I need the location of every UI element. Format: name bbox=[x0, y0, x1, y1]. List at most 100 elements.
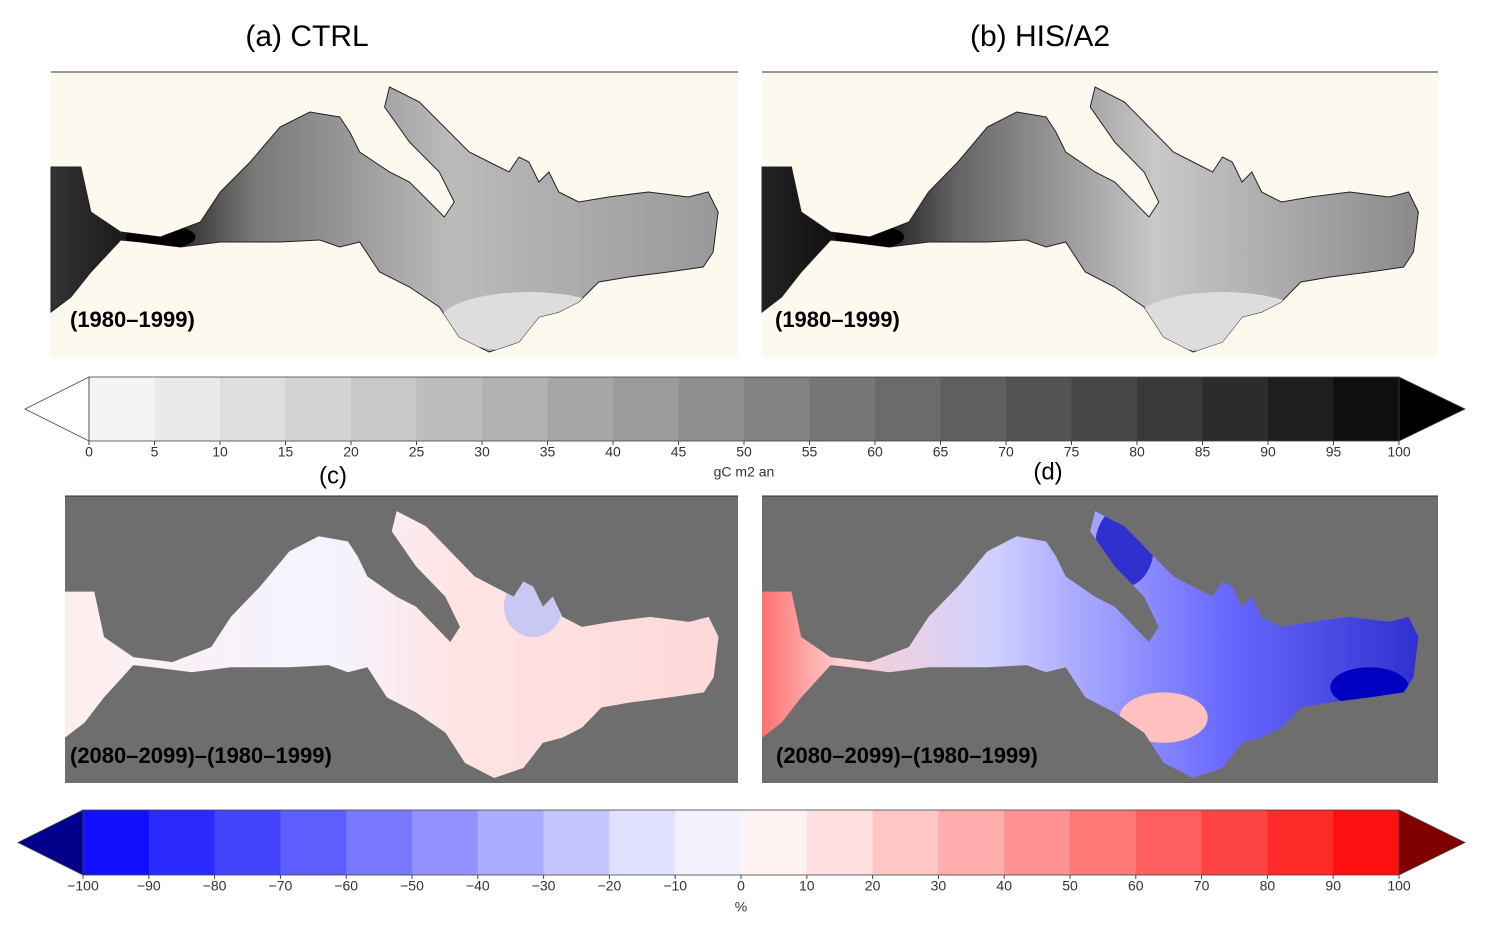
colorbar-tick-label: 65 bbox=[933, 444, 949, 460]
colorbar-tick-label: −80 bbox=[203, 878, 227, 894]
panel-title: (b) HIS/A2 bbox=[970, 20, 1110, 53]
colorbar-tick-label: 30 bbox=[474, 444, 490, 460]
colorbar-tick-label: 40 bbox=[605, 444, 621, 460]
colorbar-tick-label: 60 bbox=[1128, 878, 1144, 894]
colorbar-segment bbox=[678, 377, 745, 441]
colorbar-segment bbox=[1333, 810, 1400, 875]
colorbar-tick-label: 25 bbox=[409, 444, 425, 460]
colorbar-segment bbox=[1004, 810, 1071, 875]
colorbar-tick-label: 90 bbox=[1325, 878, 1341, 894]
panel-title: (a) CTRL bbox=[245, 20, 368, 53]
colorbar-tick-label: −100 bbox=[67, 878, 99, 894]
colorbar-segment bbox=[744, 377, 810, 441]
period-label: (2080–2099)–(1980–1999) bbox=[70, 743, 332, 768]
map-panel bbox=[762, 495, 1438, 783]
colorbar-tick-label: −70 bbox=[269, 878, 293, 894]
colorbar-segment bbox=[83, 810, 150, 875]
colorbar-segment bbox=[1006, 377, 1072, 441]
colorbar-segment bbox=[346, 810, 413, 875]
panel-title: (c) bbox=[319, 462, 347, 489]
period-label: (1980–1999) bbox=[775, 307, 900, 332]
colorbar-segment bbox=[214, 810, 281, 875]
colorbar-tick-label: −60 bbox=[334, 878, 358, 894]
colorbar-tick-label: 50 bbox=[736, 444, 752, 460]
colorbar-extend bbox=[24, 376, 90, 442]
colorbar-segment bbox=[351, 377, 417, 441]
colorbar-tick-label: 85 bbox=[1195, 444, 1211, 460]
shade bbox=[1119, 692, 1208, 743]
colorbar-tick-label: 10 bbox=[212, 444, 228, 460]
colorbar-extend bbox=[1398, 809, 1466, 876]
colorbar-tick-label: 40 bbox=[996, 878, 1012, 894]
colorbar-extend bbox=[17, 809, 84, 876]
colorbar-segment bbox=[1268, 377, 1334, 441]
colorbar-tick-label: 35 bbox=[540, 444, 556, 460]
colorbar-segment bbox=[1135, 810, 1203, 875]
panel-title: (d) bbox=[1033, 458, 1062, 485]
map-panel bbox=[50, 71, 739, 357]
period-label: (1980–1999) bbox=[70, 307, 195, 332]
colorbar-segment bbox=[1333, 377, 1400, 441]
map-panel bbox=[65, 495, 739, 783]
colorbar-tick-label: 70 bbox=[998, 444, 1014, 460]
colorbar-tick-label: 80 bbox=[1260, 878, 1276, 894]
colorbar-segment bbox=[477, 810, 545, 875]
colorbar-tick-label: −10 bbox=[663, 878, 687, 894]
colorbar-tick-label: 95 bbox=[1326, 444, 1342, 460]
colorbar-segment bbox=[809, 377, 876, 441]
colorbar-segment bbox=[280, 810, 347, 875]
colorbar-segment bbox=[875, 377, 941, 441]
colorbar-tick-label: 90 bbox=[1260, 444, 1276, 460]
colorbar-segment bbox=[543, 810, 610, 875]
colorbar-tick-label: 70 bbox=[1194, 878, 1210, 894]
colorbar-segment bbox=[482, 377, 548, 441]
colorbar-tick-label: 0 bbox=[737, 878, 745, 894]
colorbar-segment bbox=[1267, 810, 1334, 875]
colorbar-tick-label: 50 bbox=[1062, 878, 1078, 894]
colorbar-tick-label: 100 bbox=[1387, 878, 1411, 894]
colorbar-segment bbox=[1202, 377, 1269, 441]
colorbar-tick-label: −50 bbox=[400, 878, 424, 894]
colorbar-tick-label: 0 bbox=[85, 444, 93, 460]
colorbar-segment bbox=[1070, 810, 1137, 875]
colorbar-tick-label: 55 bbox=[802, 444, 818, 460]
colorbar-extend bbox=[1398, 376, 1466, 442]
colorbar-tick-label: 30 bbox=[931, 878, 947, 894]
colorbar-tick-label: 10 bbox=[799, 878, 815, 894]
colorbar-tick-label: 80 bbox=[1129, 444, 1145, 460]
colorbar-segment bbox=[412, 810, 479, 875]
colorbar-tick-label: −30 bbox=[532, 878, 556, 894]
colorbar-segment bbox=[285, 377, 352, 441]
colorbar-segment bbox=[938, 810, 1005, 875]
colorbar-segment bbox=[675, 810, 742, 875]
colorbar-tick-label: 20 bbox=[865, 878, 881, 894]
colorbar-tick-label: −20 bbox=[598, 878, 622, 894]
colorbar-tick-label: −40 bbox=[466, 878, 490, 894]
colorbar-segment bbox=[806, 810, 874, 875]
colorbar-segment bbox=[1201, 810, 1268, 875]
colorbar-segment bbox=[154, 377, 221, 441]
colorbar-tick-label: −90 bbox=[137, 878, 161, 894]
colorbar-label: % bbox=[735, 899, 747, 915]
colorbar-segment bbox=[220, 377, 286, 441]
colorbar-segment bbox=[741, 810, 808, 875]
colorbar-tick-label: 15 bbox=[278, 444, 294, 460]
colorbar-tick-label: 75 bbox=[1064, 444, 1080, 460]
colorbar-tick-label: 5 bbox=[151, 444, 159, 460]
colorbar-segment bbox=[613, 377, 679, 441]
period-label: (2080–2099)–(1980–1999) bbox=[776, 743, 1038, 768]
colorbar-segment bbox=[148, 810, 216, 875]
colorbar-segment bbox=[1071, 377, 1138, 441]
colorbar-segment bbox=[609, 810, 676, 875]
colorbar-tick-label: 45 bbox=[671, 444, 687, 460]
colorbar-segment bbox=[416, 377, 483, 441]
colorbar-tick-label: 60 bbox=[867, 444, 883, 460]
colorbar-label: gC m2 an bbox=[714, 464, 775, 480]
colorbar-segment bbox=[940, 377, 1007, 441]
colorbar-tick-label: 100 bbox=[1387, 444, 1411, 460]
colorbar-segment bbox=[89, 377, 155, 441]
colorbar-tick-label: 20 bbox=[343, 444, 359, 460]
colorbar-segment bbox=[547, 377, 614, 441]
colorbar-segment bbox=[1137, 377, 1203, 441]
